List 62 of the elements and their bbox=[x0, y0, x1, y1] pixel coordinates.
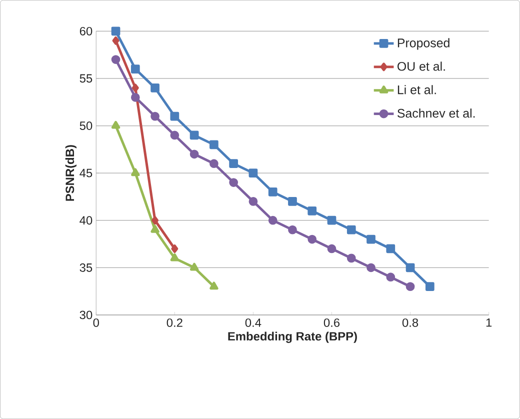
point bbox=[150, 83, 160, 92]
point bbox=[170, 253, 180, 262]
point bbox=[386, 244, 396, 254]
y-tick-label: 50 bbox=[80, 122, 92, 130]
y-tick-label: 45 bbox=[80, 168, 92, 178]
point bbox=[327, 216, 336, 225]
point bbox=[132, 84, 139, 92]
point bbox=[111, 55, 120, 64]
x-tick-label: 0.6 bbox=[324, 318, 340, 327]
point bbox=[366, 263, 376, 272]
point bbox=[425, 282, 434, 291]
point bbox=[131, 168, 140, 176]
point bbox=[268, 216, 278, 225]
point bbox=[288, 225, 297, 234]
point bbox=[308, 234, 317, 244]
point bbox=[248, 196, 258, 206]
point bbox=[210, 159, 218, 168]
point bbox=[170, 130, 180, 140]
y-tick-label: 35 bbox=[80, 263, 92, 272]
point bbox=[406, 282, 415, 291]
point bbox=[346, 225, 356, 234]
x-tick-label: 0.2 bbox=[166, 318, 182, 327]
point bbox=[152, 216, 159, 225]
point bbox=[308, 206, 317, 216]
point bbox=[150, 112, 160, 121]
point bbox=[406, 263, 415, 272]
y-tick-label: 40 bbox=[80, 216, 92, 225]
point bbox=[111, 26, 120, 36]
x-axis-title: Embedding Rate (BPP) bbox=[228, 332, 357, 343]
x-tick-label: 1 bbox=[486, 318, 492, 327]
x-tick-label: 0.8 bbox=[402, 318, 418, 327]
point bbox=[229, 159, 238, 168]
point bbox=[190, 262, 199, 271]
point bbox=[366, 234, 376, 244]
y-axis-title: PSNR(dB) bbox=[65, 145, 76, 201]
point bbox=[130, 92, 140, 102]
point bbox=[190, 130, 199, 140]
point bbox=[130, 64, 140, 74]
point bbox=[171, 244, 178, 253]
point bbox=[288, 196, 297, 206]
point bbox=[112, 36, 120, 45]
legend-label: Proposed bbox=[398, 38, 450, 50]
point bbox=[210, 140, 218, 150]
point bbox=[111, 120, 120, 129]
point bbox=[248, 168, 258, 178]
y-tick-label: 30 bbox=[80, 310, 92, 320]
point bbox=[190, 150, 199, 159]
legend-label: OU et al. bbox=[398, 62, 445, 71]
point bbox=[210, 282, 218, 290]
point bbox=[150, 224, 160, 233]
point bbox=[327, 244, 336, 254]
legend-label: Sachnev et al. bbox=[397, 108, 475, 118]
point bbox=[268, 188, 278, 196]
legend-label: Li et al. bbox=[398, 85, 436, 94]
x-tick-label: 0.4 bbox=[245, 318, 262, 327]
y-tick-label: 60 bbox=[80, 26, 92, 36]
point bbox=[386, 272, 396, 282]
point bbox=[170, 112, 180, 121]
point bbox=[229, 178, 238, 187]
y-tick-label: 55 bbox=[80, 74, 92, 83]
x-tick-label: 0 bbox=[93, 318, 99, 327]
point bbox=[346, 254, 356, 263]
